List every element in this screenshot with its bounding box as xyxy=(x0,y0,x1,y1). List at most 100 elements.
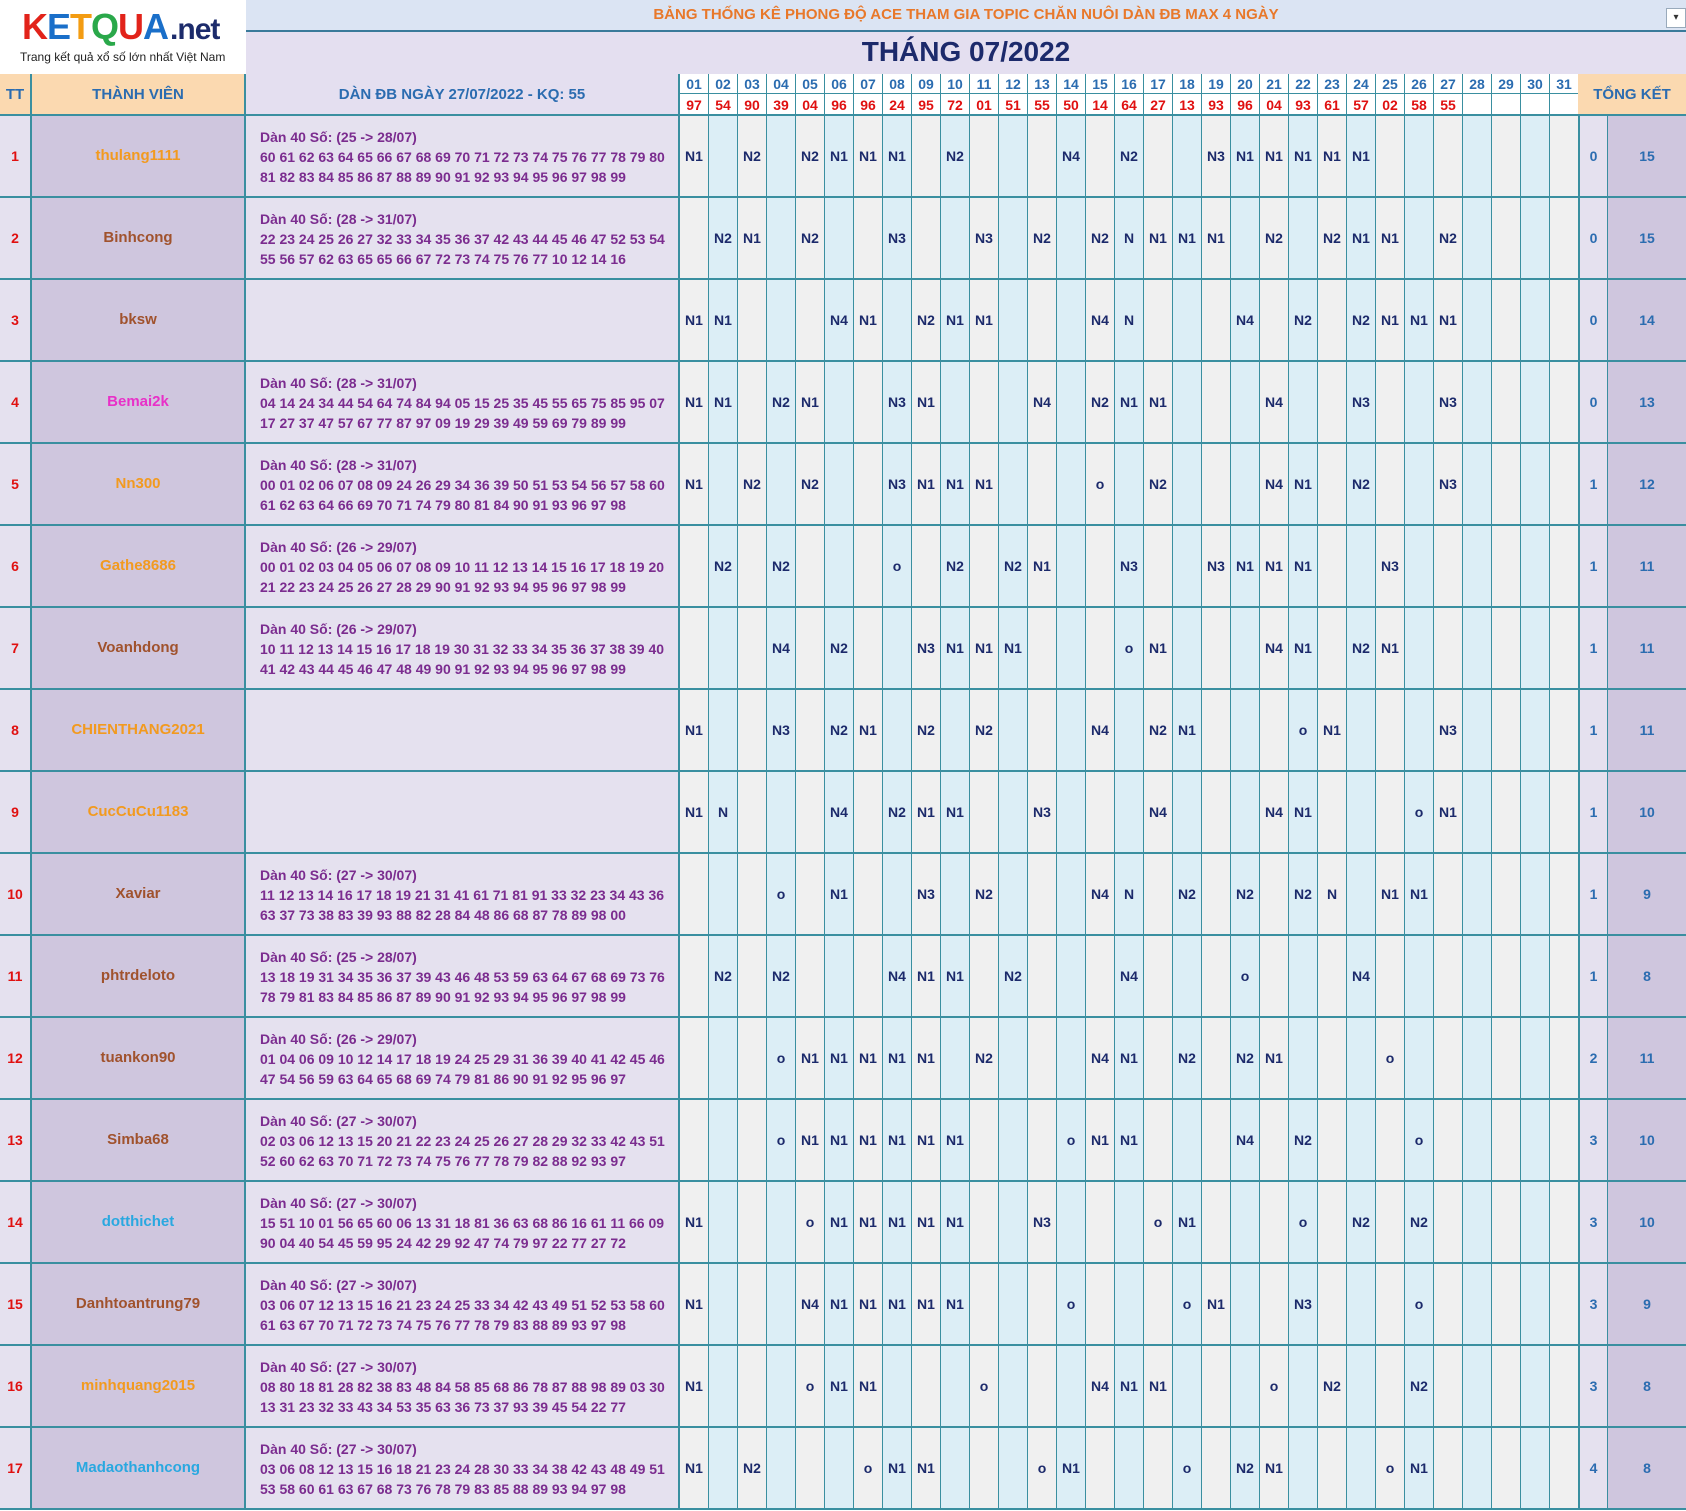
day-number: 21 xyxy=(1260,74,1289,94)
day-status xyxy=(825,526,854,606)
dan-cell: Dàn 40 Số: (26 -> 29/07) 00 01 02 03 04 0… xyxy=(246,526,680,606)
member-name[interactable]: Danhtoantrung79 xyxy=(32,1264,246,1344)
day-status: N1 xyxy=(680,444,709,524)
member-name[interactable]: Gathe8686 xyxy=(32,526,246,606)
day-status xyxy=(854,444,883,524)
day-status xyxy=(767,444,796,524)
day-status xyxy=(709,444,738,524)
day-status xyxy=(1289,198,1318,278)
day-status: o xyxy=(1376,1428,1405,1508)
day-status xyxy=(1347,1100,1376,1180)
member-name[interactable]: Bemai2k xyxy=(32,362,246,442)
day-status xyxy=(1376,1100,1405,1180)
day-status xyxy=(1231,1264,1260,1344)
dan-line: 04 14 24 34 44 54 64 74 84 94 05 15 25 3… xyxy=(260,395,665,411)
day-status xyxy=(1463,362,1492,442)
day-status: N1 xyxy=(1434,772,1463,852)
day-result: 93 xyxy=(1289,94,1318,116)
day-status xyxy=(796,1428,825,1508)
day-status: N2 xyxy=(941,526,970,606)
dan-line: 55 56 57 62 63 65 65 66 67 72 73 74 75 7… xyxy=(260,251,626,267)
day-status: N1 xyxy=(1318,116,1347,196)
day-status xyxy=(796,280,825,360)
day-result: 50 xyxy=(1057,94,1086,116)
day-status xyxy=(1086,116,1115,196)
dan-line: Dàn 40 Số: (26 -> 29/07) xyxy=(260,1031,417,1047)
table-row: 17 Madaothanhcong Dàn 40 Số: (27 -> 30/07)… xyxy=(0,1428,1686,1510)
day-status xyxy=(1202,1182,1231,1262)
dropdown-arrow-icon[interactable]: ▾ xyxy=(1666,8,1686,28)
member-name[interactable]: thulang1111 xyxy=(32,116,246,196)
day-status: N2 xyxy=(709,198,738,278)
member-name[interactable]: Simba68 xyxy=(32,1100,246,1180)
member-name[interactable]: tuankon90 xyxy=(32,1018,246,1098)
day-result: 54 xyxy=(709,94,738,116)
day-status: N1 xyxy=(883,1018,912,1098)
day-status xyxy=(1463,1346,1492,1426)
day-status: N4 xyxy=(1086,1346,1115,1426)
day-status xyxy=(1260,854,1289,934)
member-name[interactable]: Binhcong xyxy=(32,198,246,278)
logo-letter: Q xyxy=(91,6,119,47)
member-name[interactable]: phtrdeloto xyxy=(32,936,246,1016)
logo-letter: U xyxy=(118,6,144,47)
dan-cell: Dàn 40 Số: (28 -> 31/07) 22 23 24 25 26 2… xyxy=(246,198,680,278)
dan-line: 17 27 37 47 57 67 77 87 97 09 19 29 39 4… xyxy=(260,415,626,431)
day-status xyxy=(1376,772,1405,852)
member-name[interactable]: Madaothanhcong xyxy=(32,1428,246,1508)
table-title: BẢNG THỐNG KÊ PHONG ĐỘ ACE THAM GIA TOPI… xyxy=(653,6,1279,23)
day-status: N1 xyxy=(680,1264,709,1344)
dan-line: 61 63 67 70 71 72 73 74 75 76 77 78 79 8… xyxy=(260,1317,626,1333)
table-row: 13 Simba68 Dàn 40 Số: (27 -> 30/07) 02 03 0… xyxy=(0,1100,1686,1182)
day-status xyxy=(1463,1264,1492,1344)
day-status: N4 xyxy=(825,280,854,360)
day-status xyxy=(1463,690,1492,770)
day-status xyxy=(1521,1100,1550,1180)
day-status xyxy=(1550,1428,1579,1508)
day-status: N1 xyxy=(680,1346,709,1426)
day-status: N1 xyxy=(1144,608,1173,688)
day-status xyxy=(1202,1100,1231,1180)
day-number: 13 xyxy=(1028,74,1057,94)
day-status xyxy=(1550,116,1579,196)
logo-letter: E xyxy=(47,6,71,47)
day-number: 04 xyxy=(767,74,796,94)
day-status: N1 xyxy=(1144,1346,1173,1426)
day-status: N2 xyxy=(999,526,1028,606)
header-tt: TT xyxy=(0,74,32,116)
member-name[interactable]: dotthichet xyxy=(32,1182,246,1262)
day-status: N2 xyxy=(1405,1346,1434,1426)
day-status xyxy=(1550,280,1579,360)
day-status: N1 xyxy=(1376,198,1405,278)
member-name[interactable]: Voanhdong xyxy=(32,608,246,688)
member-name[interactable]: CHIENTHANG2021 xyxy=(32,690,246,770)
day-status xyxy=(1289,1428,1318,1508)
table-row: 11 phtrdeloto Dàn 40 Số: (25 -> 28/07) 13 1… xyxy=(0,936,1686,1018)
member-name[interactable]: Nn300 xyxy=(32,444,246,524)
day-status xyxy=(1086,1428,1115,1508)
dan-line: 00 01 02 06 07 08 09 24 26 29 34 36 39 5… xyxy=(260,477,665,493)
total-count: 9 xyxy=(1608,1264,1686,1344)
member-name[interactable]: bksw xyxy=(32,280,246,360)
day-status: N1 xyxy=(883,1428,912,1508)
day-status: N4 xyxy=(1115,936,1144,1016)
site-logo[interactable]: KETQUA.net Trang kết quả xổ số lớn nhất … xyxy=(0,0,248,72)
member-name[interactable]: minhquang2015 xyxy=(32,1346,246,1426)
day-status: N1 xyxy=(709,280,738,360)
title-bar: BẢNG THỐNG KÊ PHONG ĐỘ ACE THAM GIA TOPI… xyxy=(246,0,1686,32)
day-status xyxy=(1318,444,1347,524)
day-result: 24 xyxy=(883,94,912,116)
day-status: o xyxy=(1057,1264,1086,1344)
day-status xyxy=(1144,854,1173,934)
day-status xyxy=(1463,608,1492,688)
dan-cell: Dàn 40 Số: (28 -> 31/07) 04 14 24 34 44 5… xyxy=(246,362,680,442)
day-status xyxy=(912,1346,941,1426)
day-number: 23 xyxy=(1318,74,1347,94)
member-name[interactable]: Xaviar xyxy=(32,854,246,934)
day-status xyxy=(825,1428,854,1508)
header-tt-label: TT xyxy=(5,86,25,103)
day-status: N1 xyxy=(1086,1100,1115,1180)
member-name[interactable]: CucCuCu1183 xyxy=(32,772,246,852)
total-count: 12 xyxy=(1608,444,1686,524)
table-row: 3 bksw N1 N1 N4 N1 N2 N1 N1 N4 N N4 N2 N2 N1 N1 N1 0 14 xyxy=(0,280,1686,362)
